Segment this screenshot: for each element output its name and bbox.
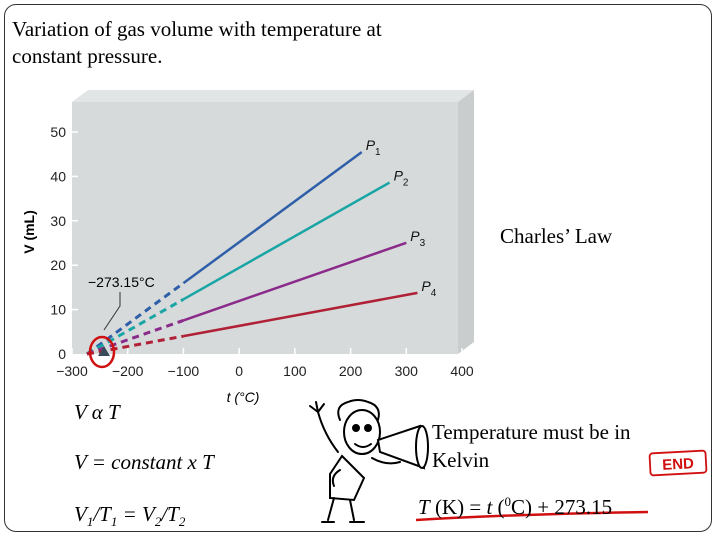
series-line-P2 xyxy=(182,181,391,301)
x-tick-label: −300 xyxy=(56,363,88,379)
convergence-marker xyxy=(98,346,110,356)
x-tick-label: −100 xyxy=(168,363,200,379)
y-tick-label: 50 xyxy=(50,124,66,140)
series-label-P1: P1 xyxy=(366,137,381,158)
series-line-P1 xyxy=(182,151,363,285)
proportionality-formula: V α T xyxy=(74,400,120,424)
y-tick-label: 10 xyxy=(50,302,66,318)
kelvin-note: Temperature must be in Kelvin xyxy=(432,420,631,472)
series-extrapolation-P2 xyxy=(86,298,185,356)
x-tick-label: 0 xyxy=(235,363,243,379)
constant-formula: V = constant x T xyxy=(74,450,214,474)
convergence-circle xyxy=(88,335,116,369)
y-tick-label: 0 xyxy=(58,346,66,362)
series-line-P3 xyxy=(183,241,407,322)
chart-panel xyxy=(72,102,458,354)
series-label-P4: P4 xyxy=(421,278,436,299)
x-tick-label: 200 xyxy=(339,363,363,379)
y-tick-label: 30 xyxy=(50,213,66,229)
law-label: Charles’ Law xyxy=(500,224,613,248)
y-axis-title: V (mL) xyxy=(21,210,37,254)
kelvin-conversion: T (K) = t (0C) + 273.15 xyxy=(418,494,613,519)
x-tick-label: 400 xyxy=(450,363,474,379)
chart-panel-top xyxy=(72,90,474,102)
y-tick-label: 20 xyxy=(50,257,66,273)
annotation-leader-line xyxy=(103,292,121,331)
x-tick-label: 100 xyxy=(283,363,307,379)
series-label-P3: P3 xyxy=(410,228,425,249)
y-tick-label: 40 xyxy=(50,168,66,184)
x-tick-label: 300 xyxy=(395,363,419,379)
slide-frame xyxy=(4,4,712,532)
series-extrapolation-P1 xyxy=(86,281,185,356)
series-line-P4 xyxy=(183,291,418,338)
ratio-formula: V1/T1 = V2/T2 xyxy=(74,502,186,530)
series-label-P2: P2 xyxy=(394,168,409,189)
absolute-zero-annotation: −273.15°C xyxy=(88,274,155,290)
slide-title: Variation of gas volume with temperature… xyxy=(12,17,382,68)
chart-panel-side xyxy=(458,90,474,354)
megaphone-cartoon-icon xyxy=(309,399,429,523)
x-tick-label: −200 xyxy=(112,363,144,379)
conversion-underline xyxy=(415,510,649,522)
x-axis-title: t (°C) xyxy=(227,389,260,405)
end-stamp: END xyxy=(648,449,708,477)
end-stamp-text: END xyxy=(662,455,695,474)
